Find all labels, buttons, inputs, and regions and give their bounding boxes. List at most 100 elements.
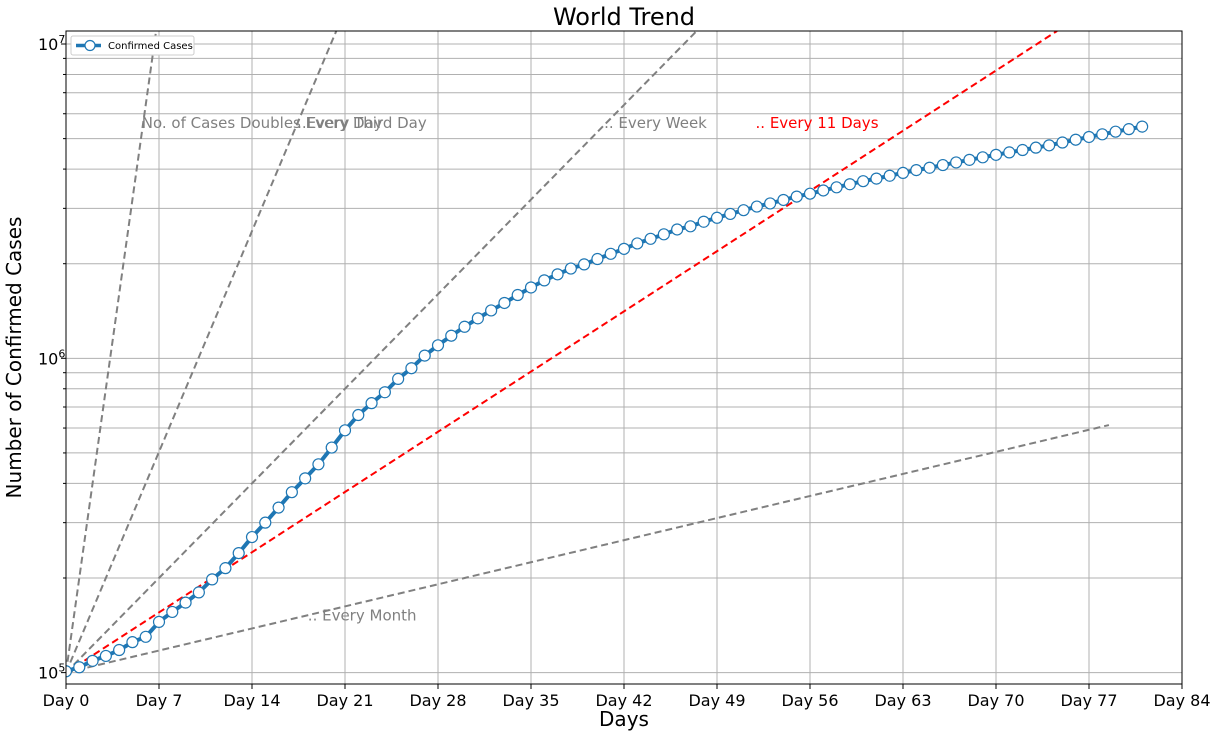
data-point — [471, 312, 484, 325]
data-point — [1096, 128, 1109, 141]
data-point — [790, 190, 803, 203]
data-point — [126, 636, 139, 649]
data-point — [803, 187, 817, 200]
data-point — [671, 223, 684, 236]
data-point — [551, 268, 564, 281]
data-point — [976, 151, 989, 164]
legend: Confirmed Cases — [70, 35, 195, 56]
data-point — [392, 372, 405, 386]
data-point — [724, 207, 737, 221]
data-point — [591, 252, 604, 266]
data-point — [299, 472, 312, 485]
data-point — [524, 281, 538, 294]
axis-ticks: Day 0 Day 7 Day 14 Day 21 Day 28 Day 35 Day 42… — [38, 33, 1211, 710]
data-point — [1043, 139, 1056, 152]
data-point — [710, 211, 724, 224]
data-point — [817, 184, 830, 197]
data-point — [989, 148, 1003, 161]
reference-label: .. Every Week — [604, 114, 707, 132]
data-point — [950, 156, 963, 169]
data-point — [870, 172, 883, 185]
data-point — [737, 204, 750, 217]
data-point — [99, 649, 112, 663]
data-point — [511, 288, 524, 302]
data-point — [405, 362, 418, 375]
data-point — [896, 166, 910, 179]
data-point — [431, 339, 445, 352]
x-tick-label: Day 56 — [781, 691, 838, 710]
reference-line — [66, 31, 158, 673]
data-point — [963, 153, 976, 166]
x-tick-label: Day 14 — [223, 691, 280, 710]
data-point — [179, 596, 192, 609]
data-point — [1056, 136, 1069, 149]
data-point — [936, 158, 949, 172]
data-point — [113, 643, 126, 657]
data-point — [1029, 141, 1042, 154]
y-axis-title: Number of Confirmed Cases — [2, 217, 26, 499]
data-point — [232, 547, 245, 560]
data-point — [66, 665, 73, 678]
data-point — [192, 586, 205, 599]
reference-lines — [66, 31, 1110, 674]
series-layer — [66, 120, 1149, 678]
data-point — [857, 175, 870, 188]
x-tick-label: Day 77 — [1060, 691, 1117, 710]
x-tick-label: Day 21 — [316, 691, 373, 710]
series-line — [66, 124, 1143, 674]
data-point — [325, 441, 338, 454]
x-tick-label: Day 35 — [502, 691, 559, 710]
x-tick-label: Day 70 — [967, 691, 1024, 710]
data-point — [1136, 120, 1149, 133]
y-tick-label: 107 — [38, 33, 65, 54]
data-point — [312, 458, 325, 471]
data-point — [365, 397, 378, 410]
data-point — [923, 161, 936, 174]
data-point — [245, 530, 259, 544]
y-tick-label: 105 — [38, 662, 65, 683]
data-point — [564, 262, 577, 275]
data-point — [338, 424, 352, 437]
data-point — [219, 562, 232, 575]
data-point — [378, 386, 391, 399]
data-point — [139, 630, 152, 643]
legend-label: Confirmed Cases — [108, 41, 193, 52]
data-point — [1082, 130, 1096, 144]
y-tick-label: 106 — [38, 347, 65, 368]
data-point — [1069, 133, 1082, 146]
data-point — [1016, 143, 1029, 157]
x-tick-label: Day 7 — [136, 691, 183, 710]
reference-label: ..Every Third Day — [297, 114, 427, 132]
data-point — [830, 181, 843, 194]
x-tick-label: Day 63 — [874, 691, 931, 710]
data-point — [1122, 123, 1135, 136]
data-point — [644, 232, 657, 245]
data-point — [152, 615, 166, 628]
reference-line — [66, 31, 338, 674]
data-point — [657, 228, 670, 241]
annotations: No. of Cases Doubles Every Day..Every Th… — [142, 114, 879, 624]
reference-line — [66, 31, 1058, 674]
data-point — [458, 320, 471, 333]
data-point — [498, 296, 511, 310]
data-point — [352, 408, 365, 422]
data-point — [777, 193, 790, 207]
data-point — [418, 349, 431, 362]
chart-title: World Trend — [553, 3, 695, 31]
data-point — [631, 237, 644, 250]
reference-label: No. of Cases Doubles Every Day — [142, 114, 383, 132]
data-point — [684, 220, 697, 233]
data-point — [764, 197, 777, 210]
data-point — [1109, 125, 1122, 138]
data-point — [883, 169, 896, 182]
data-point — [910, 164, 923, 177]
reference-label: .. Every Month — [308, 606, 417, 624]
data-point — [750, 200, 763, 213]
x-tick-label: Day 84 — [1153, 691, 1210, 710]
data-point — [86, 654, 99, 667]
data-point — [259, 516, 272, 529]
x-tick-label: Day 49 — [688, 691, 745, 710]
legend-box — [70, 35, 195, 56]
